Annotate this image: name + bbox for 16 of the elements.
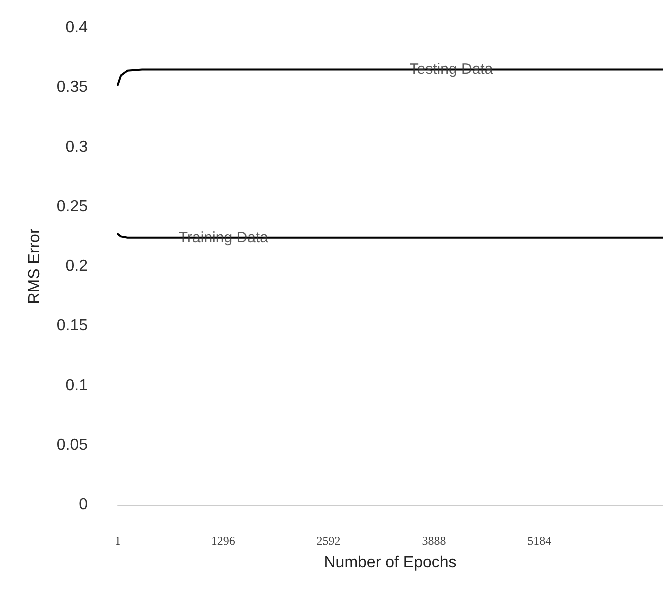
x-tick-label: 1296 [211, 534, 236, 548]
y-tick-label: 0.1 [66, 377, 88, 394]
y-tick-label: 0.15 [56, 318, 88, 335]
x-tick-label: 1 [115, 534, 121, 548]
x-axis-title: Number of Epochs [324, 554, 457, 572]
x-tick-label: 5184 [528, 534, 552, 548]
x-tick-label: 3888 [422, 534, 446, 548]
y-tick-label: 0.4 [66, 20, 88, 36]
y-tick-label: 0.35 [56, 79, 88, 96]
y-tick-label: 0.05 [56, 436, 88, 454]
y-tick-label: 0.25 [56, 198, 88, 216]
y-tick-label: 0.3 [66, 138, 88, 156]
y-axis-title: RMS Error [26, 228, 44, 304]
y-tick-label: 0.2 [66, 258, 88, 275]
x-tick-label: 2592 [316, 534, 341, 548]
y-tick-label: 0 [79, 496, 88, 514]
